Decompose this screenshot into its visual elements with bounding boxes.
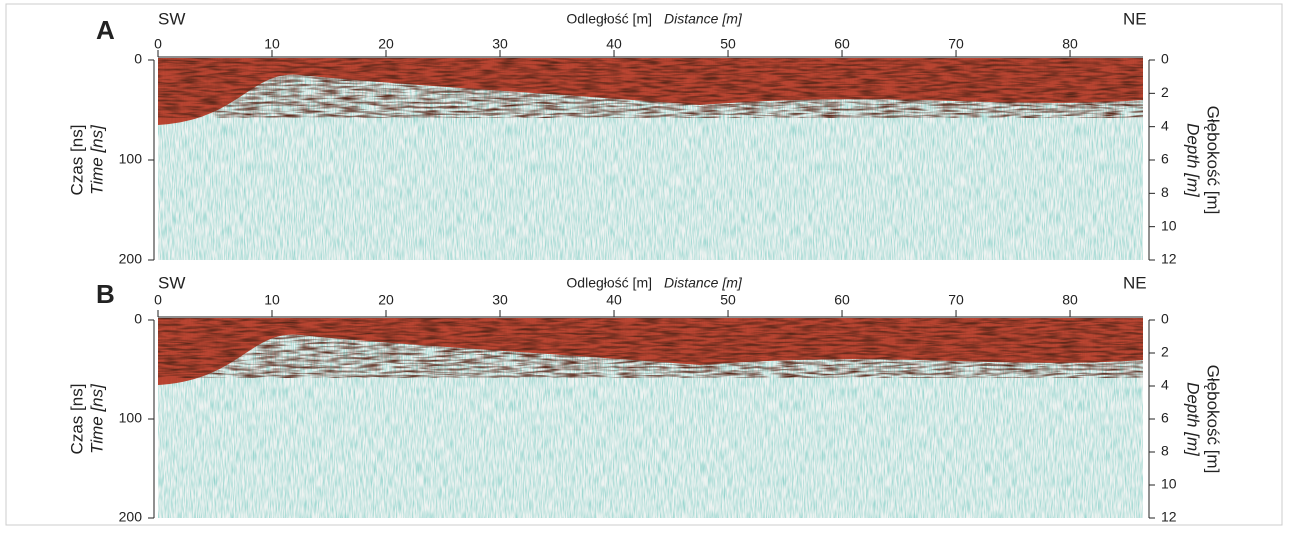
y2-axis-label: Głębokość [m] xyxy=(1204,365,1223,474)
panel-letter: B xyxy=(96,279,115,309)
y2-tick-label: 2 xyxy=(1161,344,1169,360)
x-tick-label: 70 xyxy=(948,292,964,308)
y-tick-label: 100 xyxy=(119,410,143,426)
y2-tick-label: 8 xyxy=(1161,184,1169,200)
radargram-streaks xyxy=(158,58,1143,118)
y2-tick-label: 6 xyxy=(1161,410,1169,426)
x-tick-label: 30 xyxy=(492,292,508,308)
x-tick-label: 0 xyxy=(154,292,162,308)
frame xyxy=(5,3,1283,526)
x-tick-label: 10 xyxy=(264,36,280,52)
y2-tick-label: 10 xyxy=(1161,476,1177,492)
y2-tick-label: 10 xyxy=(1161,217,1177,233)
x-tick-label: 70 xyxy=(948,36,964,52)
y-tick-label: 200 xyxy=(119,509,143,525)
y-tick-label: 100 xyxy=(119,151,143,167)
y2-tick-label: 4 xyxy=(1161,377,1169,393)
y-axis-label: Time [ns] xyxy=(87,124,106,195)
y2-axis-label: Depth [m] xyxy=(1184,382,1203,457)
x-tick-label: 30 xyxy=(492,36,508,52)
y2-tick-label: 12 xyxy=(1161,251,1177,267)
y-axis-label: Czas [ns] xyxy=(67,125,86,196)
x-tick-label: 0 xyxy=(154,36,162,52)
x-tick-label: 50 xyxy=(720,36,736,52)
y-tick-label: 0 xyxy=(134,311,142,327)
x-axis-label: Distance [m] xyxy=(664,11,743,27)
y-axis-label: Time [ns] xyxy=(87,383,106,454)
y2-tick-label: 0 xyxy=(1161,51,1169,67)
x-tick-label: 10 xyxy=(264,292,280,308)
y-axis-label: Czas [ns] xyxy=(67,384,86,455)
x-axis-label: Distance [m] xyxy=(664,275,743,291)
x-tick-label: 60 xyxy=(834,36,850,52)
x-tick-label: 60 xyxy=(834,292,850,308)
y2-axis-label: Depth [m] xyxy=(1184,123,1203,198)
y-tick-label: 200 xyxy=(119,251,143,267)
y2-tick-label: 12 xyxy=(1161,509,1177,525)
y2-tick-label: 2 xyxy=(1161,84,1169,100)
x-tick-label: 20 xyxy=(378,36,394,52)
x-axis-label: Odległość [m] xyxy=(566,11,652,27)
y2-axis-label: Głębokość [m] xyxy=(1204,106,1223,215)
x-axis-label: Odległość [m] xyxy=(566,275,652,291)
x-tick-label: 50 xyxy=(720,292,736,308)
x-tick-label: 80 xyxy=(1062,292,1078,308)
end-label: SW xyxy=(158,273,185,292)
y2-tick-label: 6 xyxy=(1161,151,1169,167)
y2-tick-label: 8 xyxy=(1161,443,1169,459)
y-tick-label: 0 xyxy=(134,51,142,67)
x-tick-label: 80 xyxy=(1062,36,1078,52)
end-label: SW xyxy=(158,9,185,28)
radargram-streaks xyxy=(158,318,1143,378)
x-tick-label: 20 xyxy=(378,292,394,308)
x-tick-label: 40 xyxy=(606,36,622,52)
end-label: NE xyxy=(1123,9,1147,28)
y2-tick-label: 4 xyxy=(1161,117,1169,133)
x-tick-label: 40 xyxy=(606,292,622,308)
y2-tick-label: 0 xyxy=(1161,311,1169,327)
panel-letter: A xyxy=(96,15,115,45)
end-label: NE xyxy=(1123,273,1147,292)
